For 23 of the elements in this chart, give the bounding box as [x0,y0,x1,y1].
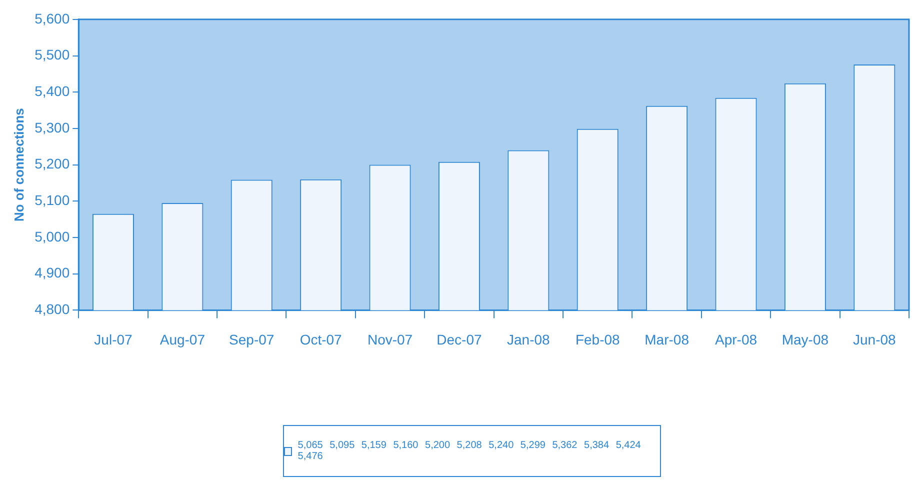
y-axis-title: No of connections [11,108,26,222]
y-tick-label: 5,200 [34,156,70,172]
y-tick-label: 5,100 [34,192,70,208]
x-tick-label: Jul-07 [94,331,133,348]
x-tick-label: Mar-08 [644,331,690,348]
y-tick-label: 5,400 [34,82,70,99]
x-tick-label: Jan-08 [507,331,550,348]
x-tick-label: Jun-08 [852,331,896,348]
x-tick-label: May-08 [782,331,829,348]
y-tick-label: 4,800 [34,301,70,318]
x-tick-label: Sep-07 [229,331,274,348]
x-tick-label: Apr-08 [714,331,758,348]
y-tick-label: 5,500 [34,46,70,63]
y-tick-label: 5,000 [34,228,70,244]
y-tick-label: 5,300 [34,119,70,136]
x-tick-label: Dec-07 [436,331,482,348]
x-tick-label: Oct-07 [300,331,342,348]
x-tick-label: Feb-08 [575,331,620,348]
legend-label: 5,065 5,095 5,159 5,160 5,200 5,208 5,240 5,299 5,362 5,384 5,424 5,476 [298,440,642,462]
x-tick-label: Aug-07 [160,331,206,348]
x-tick-label: Nov-07 [367,331,413,348]
y-tick-label: 4,900 [34,264,70,281]
y-tick-label: 5,600 [34,10,70,26]
